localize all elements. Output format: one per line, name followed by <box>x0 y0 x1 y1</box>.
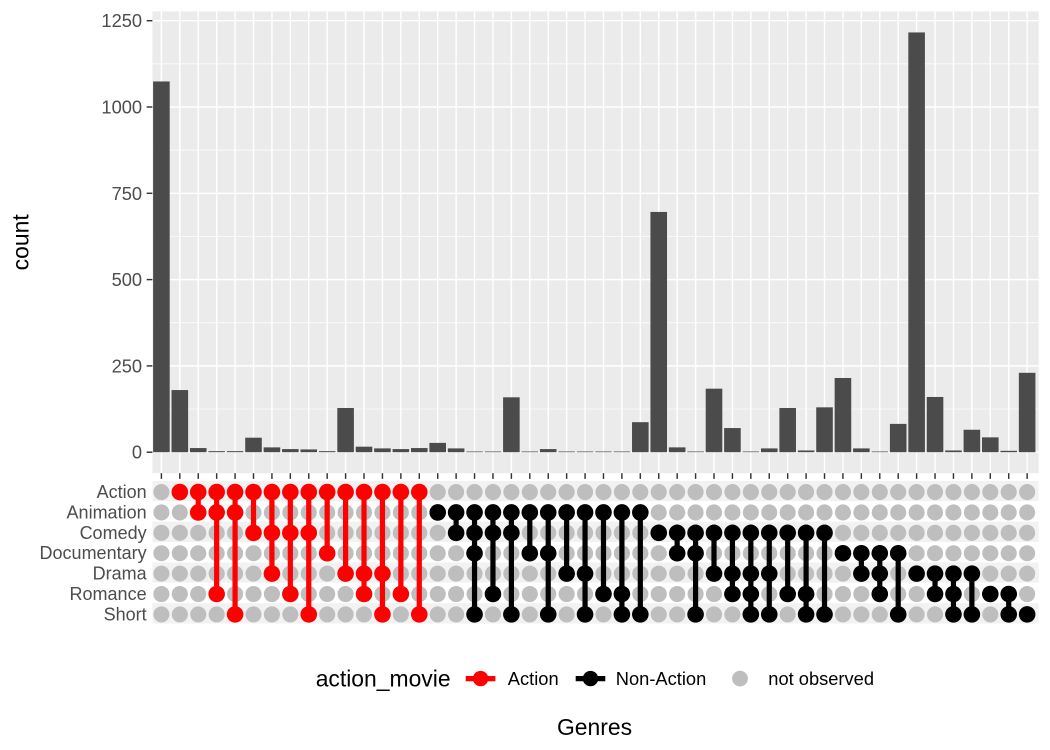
svg-text:Drama: Drama <box>93 564 148 584</box>
svg-text:Genres: Genres <box>557 714 632 740</box>
svg-text:Romance: Romance <box>70 584 147 604</box>
svg-text:Documentary: Documentary <box>40 543 147 563</box>
svg-text:0: 0 <box>132 442 142 463</box>
svg-text:Action: Action <box>97 482 147 502</box>
svg-text:not observed: not observed <box>768 668 874 689</box>
svg-text:Comedy: Comedy <box>80 523 147 543</box>
svg-text:Action: Action <box>508 668 559 689</box>
svg-text:Short: Short <box>104 604 147 624</box>
svg-text:1250: 1250 <box>101 10 142 31</box>
svg-text:Non-Action: Non-Action <box>616 668 706 689</box>
svg-text:1000: 1000 <box>101 97 142 118</box>
svg-text:action_movie: action_movie <box>316 666 451 692</box>
svg-text:Animation: Animation <box>67 502 147 522</box>
svg-text:750: 750 <box>112 183 143 204</box>
svg-text:count: count <box>8 214 34 271</box>
svg-text:250: 250 <box>112 355 143 376</box>
svg-text:500: 500 <box>112 269 143 290</box>
